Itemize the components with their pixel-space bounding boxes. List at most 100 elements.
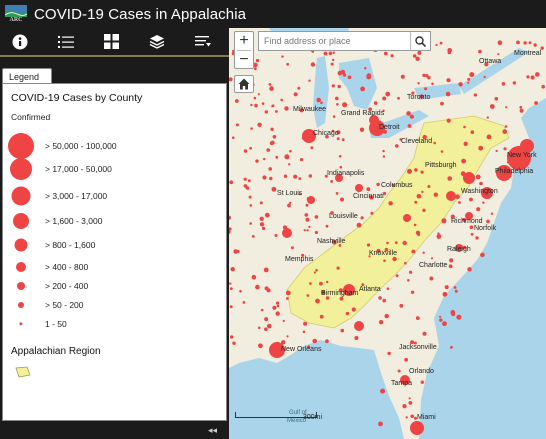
case-dot[interactable]	[263, 157, 266, 161]
search-button[interactable]	[410, 32, 430, 50]
case-dot[interactable]	[382, 298, 386, 303]
legend-tab[interactable]: Legend	[2, 68, 52, 84]
case-dot[interactable]	[360, 86, 365, 92]
case-dot[interactable]	[261, 226, 266, 231]
case-dot-large[interactable]	[302, 129, 316, 143]
case-dot[interactable]	[299, 108, 304, 113]
case-dot[interactable]	[411, 249, 416, 254]
case-dot[interactable]	[383, 51, 388, 56]
case-dot[interactable]	[414, 168, 418, 172]
case-dot[interactable]	[433, 141, 436, 145]
case-dot[interactable]	[430, 257, 434, 260]
case-dot[interactable]	[255, 159, 259, 163]
case-dot[interactable]	[324, 174, 328, 178]
case-dot[interactable]	[534, 101, 538, 105]
case-dot[interactable]	[271, 104, 275, 107]
case-dot[interactable]	[369, 195, 374, 200]
case-dot[interactable]	[407, 168, 412, 174]
case-dot-large[interactable]	[269, 342, 285, 358]
case-dot[interactable]	[250, 103, 253, 107]
case-dot[interactable]	[470, 232, 474, 236]
case-dot[interactable]	[320, 101, 323, 105]
case-dot[interactable]	[288, 163, 291, 166]
case-dot[interactable]	[229, 180, 234, 185]
case-dot[interactable]	[424, 87, 428, 91]
case-dot[interactable]	[330, 211, 334, 215]
case-dot[interactable]	[332, 58, 335, 62]
case-dot[interactable]	[407, 124, 412, 128]
case-dot[interactable]	[319, 281, 323, 286]
case-dot[interactable]	[449, 258, 454, 263]
case-dot[interactable]	[257, 326, 261, 330]
case-dot[interactable]	[331, 84, 335, 88]
case-dot[interactable]	[382, 149, 385, 153]
case-dot-large[interactable]	[369, 115, 379, 125]
case-dot[interactable]	[495, 149, 498, 152]
case-dot[interactable]	[422, 208, 426, 212]
case-dot[interactable]	[335, 192, 339, 195]
case-dot[interactable]	[281, 340, 286, 345]
case-dot[interactable]	[415, 316, 420, 320]
case-dot[interactable]	[264, 327, 268, 332]
case-dot[interactable]	[497, 40, 503, 45]
case-dot[interactable]	[378, 296, 382, 300]
case-dot[interactable]	[234, 99, 239, 103]
case-dot[interactable]	[397, 369, 401, 373]
case-dot[interactable]	[310, 62, 316, 67]
case-dot[interactable]	[486, 134, 492, 140]
case-dot[interactable]	[290, 246, 294, 250]
case-dot[interactable]	[286, 335, 289, 338]
case-dot[interactable]	[316, 97, 321, 103]
collapse-panel-button[interactable]: ◂◂	[207, 425, 217, 435]
case-dot[interactable]	[512, 81, 517, 85]
case-dot[interactable]	[331, 239, 337, 245]
case-dot[interactable]	[458, 82, 463, 87]
case-dot[interactable]	[413, 223, 417, 227]
case-dot[interactable]	[446, 118, 451, 123]
case-dot[interactable]	[380, 388, 386, 394]
case-dot[interactable]	[298, 177, 302, 181]
case-dot[interactable]	[433, 192, 438, 197]
case-dot[interactable]	[306, 229, 309, 232]
case-dot[interactable]	[439, 318, 443, 322]
case-dot[interactable]	[455, 194, 460, 199]
case-dot[interactable]	[340, 197, 344, 202]
case-dot[interactable]	[394, 241, 398, 245]
case-dot[interactable]	[470, 130, 475, 134]
case-dot[interactable]	[450, 214, 455, 219]
case-dot[interactable]	[255, 284, 260, 290]
case-dot[interactable]	[229, 230, 231, 234]
case-dot[interactable]	[505, 106, 508, 109]
case-dot[interactable]	[354, 336, 359, 340]
case-dot[interactable]	[448, 264, 453, 269]
case-dot[interactable]	[461, 158, 466, 164]
case-dot[interactable]	[274, 234, 278, 237]
case-dot-large[interactable]	[282, 228, 292, 238]
case-dot[interactable]	[261, 102, 265, 105]
case-dot[interactable]	[417, 50, 422, 55]
case-dot[interactable]	[366, 243, 371, 247]
case-dot[interactable]	[417, 82, 420, 85]
search-input[interactable]	[259, 32, 410, 50]
case-dot[interactable]	[429, 276, 434, 281]
case-dot[interactable]	[319, 314, 324, 319]
case-dot[interactable]	[391, 183, 395, 187]
case-dot[interactable]	[345, 311, 350, 316]
case-dot[interactable]	[272, 305, 277, 310]
case-dot[interactable]	[301, 253, 305, 257]
case-dot[interactable]	[229, 282, 232, 285]
case-dot[interactable]	[489, 104, 495, 109]
case-dot[interactable]	[390, 54, 394, 58]
case-dot[interactable]	[382, 155, 386, 158]
case-dot[interactable]	[387, 351, 391, 356]
case-dot[interactable]	[526, 75, 530, 79]
case-dot[interactable]	[442, 291, 448, 297]
case-dot[interactable]	[249, 204, 253, 207]
case-dot[interactable]	[338, 244, 342, 247]
case-dot[interactable]	[263, 267, 269, 273]
case-dot-large[interactable]	[455, 244, 463, 252]
case-dot-large[interactable]	[463, 172, 475, 184]
case-dot[interactable]	[303, 321, 308, 326]
case-dot[interactable]	[247, 179, 251, 183]
case-dot[interactable]	[383, 259, 386, 262]
